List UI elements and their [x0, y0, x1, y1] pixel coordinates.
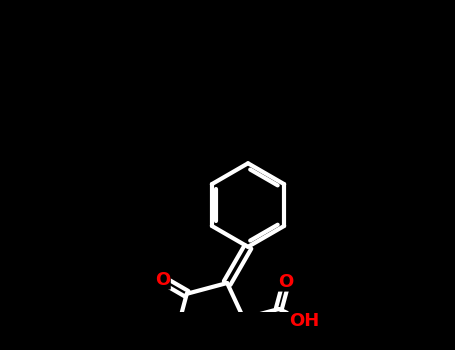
- Text: OH: OH: [289, 312, 319, 330]
- Text: O: O: [278, 273, 294, 290]
- Text: O: O: [155, 271, 170, 289]
